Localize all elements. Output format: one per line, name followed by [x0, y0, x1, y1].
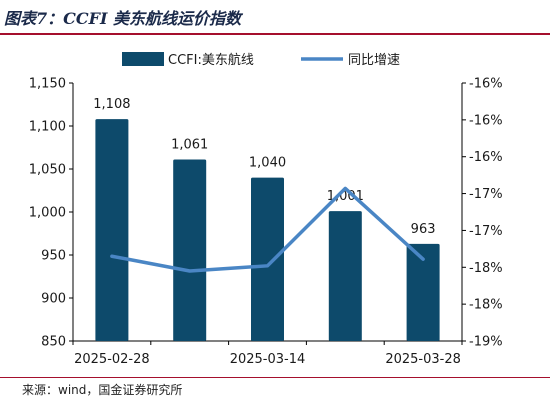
right-tick-label: -18%: [469, 298, 503, 313]
left-tick-label: 900: [41, 292, 66, 307]
bar: [251, 177, 284, 341]
source-note: 来源：wind，国金证券研究所: [22, 383, 183, 397]
right-tick-label: -19%: [469, 335, 503, 350]
yoy-line: [110, 186, 425, 273]
right-tick-label: -18%: [469, 261, 503, 276]
left-tick-label: 1,000: [29, 206, 66, 221]
bars: [95, 119, 440, 342]
bar: [173, 159, 207, 341]
legend-label-bar: CCFI:美东航线: [168, 52, 254, 68]
data-labels: 1,108 1,061 1,040 1,001 963: [93, 97, 435, 237]
footer-rule: [0, 377, 550, 378]
x-tick-label: 2025-02-28: [74, 352, 150, 367]
legend-label-line: 同比增速: [348, 53, 400, 68]
right-tick-label: -16%: [469, 113, 503, 128]
legend-swatch-bar: [122, 52, 164, 66]
yoy-line-point: [189, 270, 191, 272]
chart-title: 图表7：CCFI 美东航线运价指数: [4, 9, 242, 28]
left-tick-label: 850: [41, 335, 66, 350]
bar: [406, 243, 440, 341]
bar: [95, 119, 129, 342]
yoy-line-point: [422, 258, 424, 260]
right-tick-label: -17%: [469, 224, 503, 239]
yoy-line-point: [111, 255, 113, 257]
right-tick-label: -16%: [469, 150, 503, 165]
bar-data-label: 1,061: [171, 138, 208, 153]
bar: [328, 211, 362, 341]
yoy-line-point: [344, 187, 346, 189]
left-tick-label: 1,100: [29, 120, 66, 135]
left-tick-label: 1,050: [29, 163, 66, 178]
left-tick-label: 1,150: [29, 77, 66, 92]
right-tick-label: -16%: [469, 77, 503, 92]
x-tick-label: 2025-03-28: [385, 352, 461, 367]
axes: 850 900 950 1,000 1,050 1,100 1,150 -19% -18% -18…: [29, 77, 503, 368]
yoy-line-point: [267, 265, 268, 267]
left-tick-label: 950: [41, 249, 66, 264]
bar-data-label: 963: [411, 222, 436, 237]
right-tick-label: -17%: [469, 187, 503, 202]
bar-data-label: 1,040: [249, 156, 286, 171]
legend: CCFI:美东航线 同比增速: [122, 52, 400, 68]
bar-data-label: 1,108: [93, 97, 130, 112]
bar-data-label: 1,001: [327, 189, 364, 204]
x-tick-label: 2025-03-14: [230, 352, 306, 367]
title-rule: [0, 33, 550, 35]
